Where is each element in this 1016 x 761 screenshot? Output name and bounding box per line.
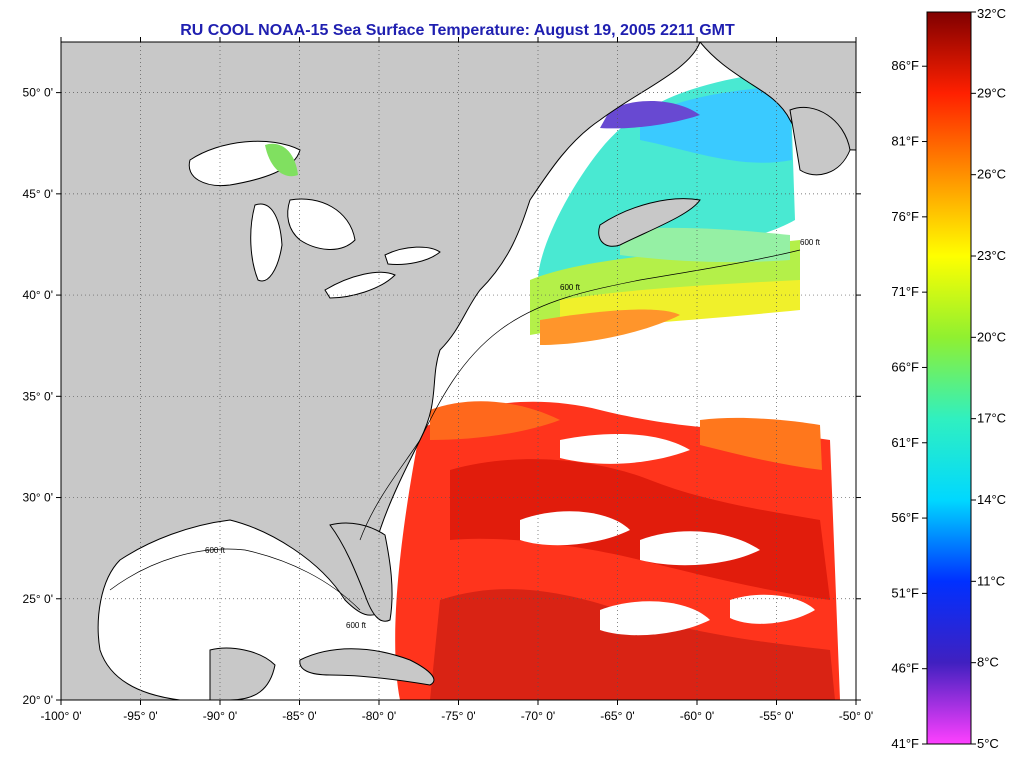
fahrenheit-label: 86°F <box>891 58 919 73</box>
lon-tick-label: -75° 0' <box>441 709 475 723</box>
lon-tick-label: -55° 0' <box>759 709 793 723</box>
fahrenheit-label: 61°F <box>891 435 919 450</box>
lat-tick-label: 45° 0' <box>23 187 53 201</box>
north-america-land <box>61 42 701 700</box>
celsius-label: 29°C <box>977 85 1006 100</box>
isobath-600ft <box>359 249 801 541</box>
lon-tick-label: -95° 0' <box>123 709 157 723</box>
fahrenheit-label: 41°F <box>891 736 919 751</box>
colorbar-fahrenheit-labels: 86°F 81°F 76°F 71°F 66°F 61°F 56°F 51°F 46°F 41°F <box>891 58 927 751</box>
lat-tick-label: 30° 0' <box>23 491 53 505</box>
fahrenheit-label: 81°F <box>891 134 919 149</box>
lat-lon-grid <box>61 42 856 700</box>
fahrenheit-label: 51°F <box>891 585 919 600</box>
celsius-label: 8°C <box>977 655 999 670</box>
celsius-label: 17°C <box>977 411 1006 426</box>
lon-tick-label: -85° 0' <box>282 709 316 723</box>
nova-scotia-land <box>598 198 701 247</box>
axis-ticks: -100° 0' -95° 0' -90° 0' -85° 0' -80° 0' -75°… <box>23 37 873 723</box>
lon-tick-label: -65° 0' <box>600 709 634 723</box>
lon-tick-label: -50° 0' <box>839 709 873 723</box>
lon-tick-label: -70° 0' <box>521 709 555 723</box>
celsius-label: 32°C <box>977 6 1006 21</box>
fahrenheit-label: 76°F <box>891 209 919 224</box>
fahrenheit-label: 56°F <box>891 510 919 525</box>
newfoundland-land <box>789 106 851 176</box>
celsius-label: 20°C <box>977 329 1006 344</box>
lake-erie <box>324 271 396 299</box>
figure-title: RU COOL NOAA-15 Sea Surface Temperature:… <box>180 22 735 39</box>
lat-tick-label: 20° 0' <box>23 693 53 707</box>
lat-tick-label: 50° 0' <box>23 86 53 100</box>
lon-tick-label: -60° 0' <box>680 709 714 723</box>
celsius-label: 26°C <box>977 167 1006 182</box>
celsius-label: 11°C <box>977 573 1005 588</box>
celsius-label: 14°C <box>977 492 1006 507</box>
colorbar-gradient <box>926 11 972 745</box>
florida-land <box>329 522 393 622</box>
lat-tick-label: 25° 0' <box>23 592 53 606</box>
fahrenheit-label: 71°F <box>891 284 919 299</box>
lake-michigan <box>250 203 283 282</box>
isobath-label-scotian: 600 ft <box>800 238 821 247</box>
colorbar: 32°C 29°C 26°C 23°C 20°C 17°C 14°C 11°C 8°C 5°C 8… <box>891 6 1006 751</box>
lon-tick-label: -80° 0' <box>362 709 396 723</box>
lon-tick-label: -90° 0' <box>203 709 237 723</box>
celsius-label: 23°C <box>977 248 1006 263</box>
fahrenheit-label: 66°F <box>891 359 919 374</box>
lake-huron <box>287 198 356 250</box>
celsius-label: 5°C <box>977 736 999 751</box>
isobath-label-florida: 600 ft <box>346 621 367 630</box>
fahrenheit-label: 46°F <box>891 661 919 676</box>
isobath-label-gulf: 600 ft <box>205 546 226 555</box>
lat-tick-label: 35° 0' <box>23 389 53 403</box>
colorbar-celsius-labels: 32°C 29°C 26°C 23°C 20°C 17°C 14°C 11°C 8°C 5°C <box>971 6 1006 751</box>
lon-tick-label: -100° 0' <box>40 709 81 723</box>
isobath-label-gom: 600 ft <box>560 283 581 292</box>
lake-ontario <box>384 246 441 265</box>
lat-tick-label: 40° 0' <box>23 288 53 302</box>
cuba-land <box>299 648 435 686</box>
